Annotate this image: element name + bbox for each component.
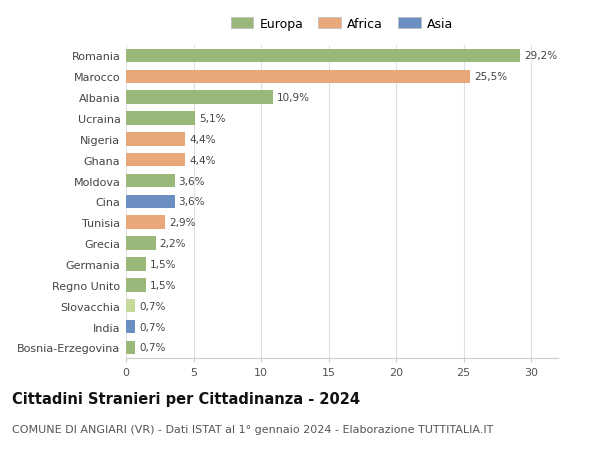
- Bar: [126, 112, 195, 125]
- Bar: [126, 257, 146, 271]
- Text: Cittadini Stranieri per Cittadinanza - 2024: Cittadini Stranieri per Cittadinanza - 2…: [12, 391, 360, 406]
- Text: 1,5%: 1,5%: [151, 259, 177, 269]
- Bar: [126, 320, 136, 334]
- Text: 0,7%: 0,7%: [139, 301, 166, 311]
- Text: 0,7%: 0,7%: [139, 322, 166, 332]
- Bar: [126, 195, 175, 209]
- Bar: [126, 237, 156, 250]
- Bar: [126, 341, 136, 354]
- Text: 4,4%: 4,4%: [190, 134, 216, 145]
- Bar: [126, 70, 470, 84]
- Bar: [126, 50, 520, 63]
- Text: 29,2%: 29,2%: [524, 51, 557, 62]
- Bar: [126, 154, 185, 167]
- Text: 0,7%: 0,7%: [139, 342, 166, 353]
- Text: 5,1%: 5,1%: [199, 114, 226, 124]
- Bar: [126, 216, 165, 230]
- Text: 1,5%: 1,5%: [151, 280, 177, 290]
- Bar: [126, 299, 136, 313]
- Text: 3,6%: 3,6%: [179, 197, 205, 207]
- Text: 3,6%: 3,6%: [179, 176, 205, 186]
- Bar: [126, 279, 146, 292]
- Text: 4,4%: 4,4%: [190, 155, 216, 165]
- Text: 10,9%: 10,9%: [277, 93, 310, 103]
- Bar: [126, 133, 185, 146]
- Text: 25,5%: 25,5%: [475, 72, 508, 82]
- Bar: [126, 91, 273, 105]
- Text: 2,9%: 2,9%: [169, 218, 196, 228]
- Legend: Europa, Africa, Asia: Europa, Africa, Asia: [226, 13, 458, 36]
- Text: 2,2%: 2,2%: [160, 239, 186, 249]
- Bar: [126, 174, 175, 188]
- Text: COMUNE DI ANGIARI (VR) - Dati ISTAT al 1° gennaio 2024 - Elaborazione TUTTITALIA: COMUNE DI ANGIARI (VR) - Dati ISTAT al 1…: [12, 424, 493, 434]
